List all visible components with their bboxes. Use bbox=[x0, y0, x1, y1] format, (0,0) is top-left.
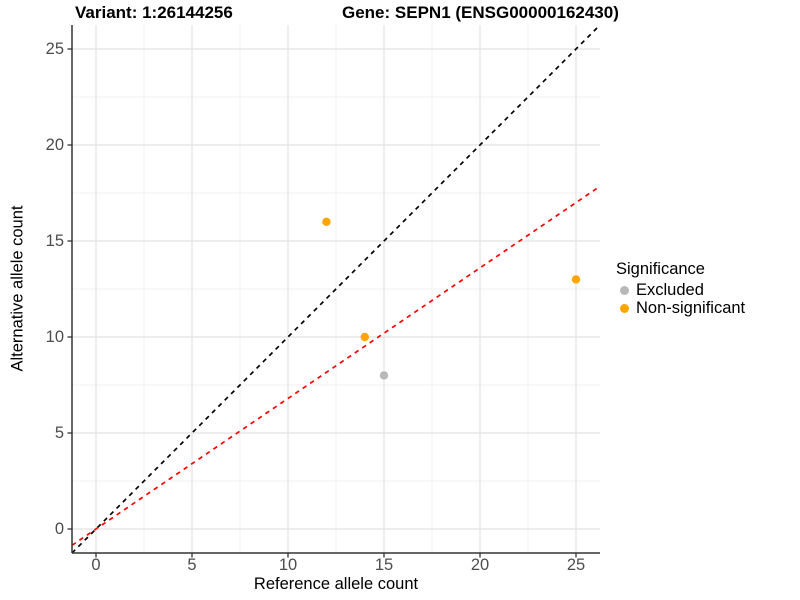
legend-label-excluded: Excluded bbox=[636, 281, 704, 300]
x-axis-title: Reference allele count bbox=[253, 575, 419, 593]
y-tick-label: 0 bbox=[54, 519, 64, 538]
y-tick-label: 15 bbox=[45, 231, 64, 250]
non-significant-dot-icon bbox=[620, 303, 629, 313]
y-tick-label: 20 bbox=[45, 135, 64, 154]
x-tick-label: 20 bbox=[470, 556, 490, 574]
legend-item-excluded: Excluded bbox=[616, 282, 745, 300]
y-tick-label: 25 bbox=[45, 39, 64, 58]
data-point bbox=[379, 371, 389, 380]
x-tick-label: 0 bbox=[91, 556, 101, 574]
legend-item-non-significant: Non-significant bbox=[616, 298, 746, 318]
y-axis-title: Alternative allele count bbox=[8, 205, 27, 372]
y-tick-label: 5 bbox=[54, 423, 64, 442]
legend-label-non-significant: Non-significant bbox=[636, 298, 746, 317]
x-tick-label: 25 bbox=[566, 556, 586, 574]
data-point bbox=[571, 275, 581, 284]
x-tick-label: 10 bbox=[278, 556, 298, 574]
legend: Significance Excluded Non-significant bbox=[616, 259, 745, 317]
legend-title: Significance bbox=[616, 260, 705, 278]
x-tick-label: 5 bbox=[187, 556, 197, 574]
y-tick-label: 10 bbox=[45, 327, 64, 346]
variant-title: Variant: 1:26144256 bbox=[75, 3, 233, 22]
gene-title: Gene: SEPN1 (ENSG00000162430) bbox=[342, 3, 619, 22]
data-point bbox=[360, 332, 369, 342]
excluded-dot-icon bbox=[620, 286, 629, 296]
x-tick-label: 15 bbox=[374, 556, 394, 574]
data-point bbox=[322, 217, 331, 226]
